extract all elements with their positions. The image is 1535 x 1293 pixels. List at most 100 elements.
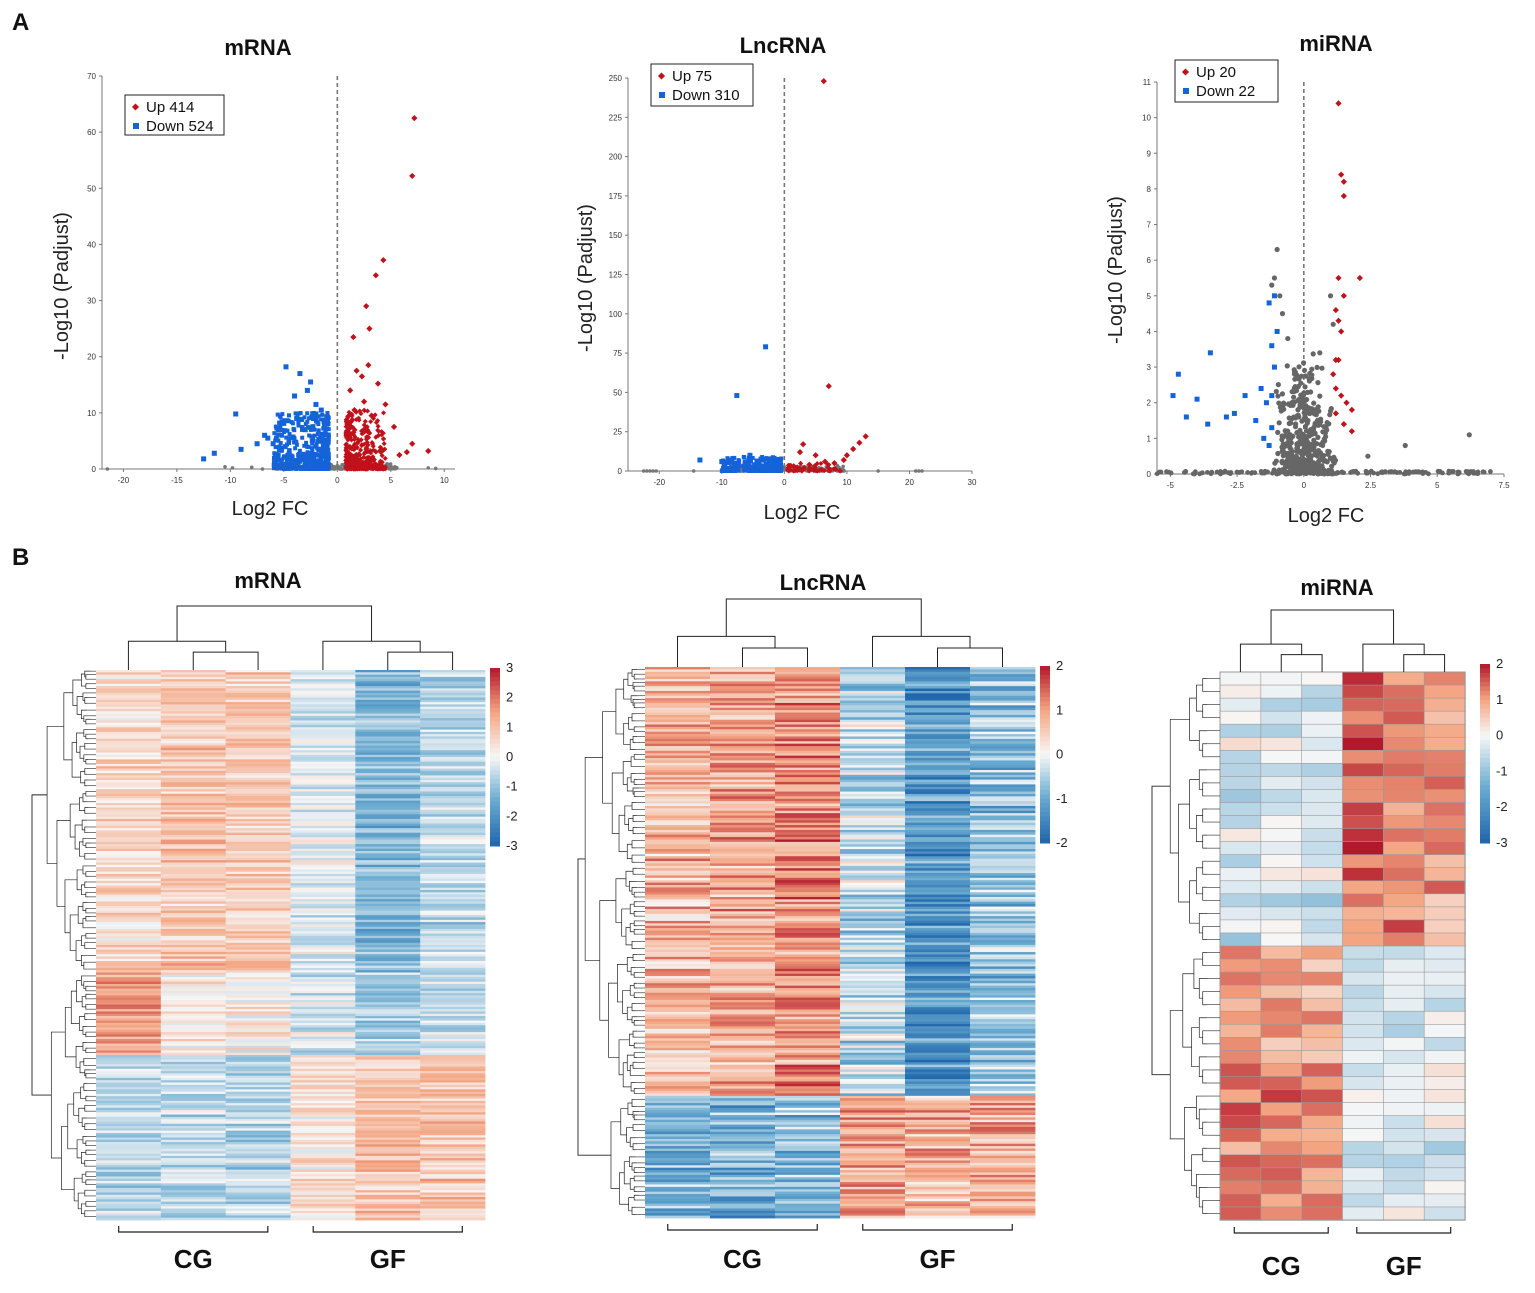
gene-point [1288,420,1294,426]
heatmap-cell [160,690,227,694]
heatmap-cell [355,773,421,776]
heatmap-cell [970,873,1036,876]
heatmap-cell [96,933,162,937]
gene-point [1320,456,1326,462]
heatmap-cell [96,1213,162,1216]
heatmap-cell [160,727,227,730]
heatmap-cell [905,928,971,931]
heatmap-cell [840,875,906,879]
heatmap-cell [355,917,421,921]
heatmap-cell [970,707,1036,711]
heatmap-cell [225,928,291,932]
heatmap-cell [96,809,162,813]
heatmap-cell [225,890,291,893]
heatmap-cell [970,683,1036,687]
gene-point [1282,470,1288,475]
heatmap-cell [290,702,356,705]
heatmap-cell [290,1016,356,1019]
heatmap-cell [645,676,711,680]
heatmap-cell [645,853,711,857]
heatmap-cell [970,925,1036,929]
heatmap-cell [840,690,906,694]
heatmap-cell [775,896,841,900]
heatmap-cell [225,1114,291,1118]
gene-point [1317,350,1323,356]
heatmap-cell [420,1029,486,1033]
heatmap-cell [420,841,486,845]
y-tick-label: 100 [609,310,623,319]
heatmap-cell [420,890,486,893]
heatmap-cell [290,711,356,714]
heatmap-cell [355,983,421,987]
heatmap-cell [225,754,291,758]
heatmap-cell [160,908,227,912]
heatmap-cell [355,851,421,854]
heatmap-cell [160,1107,227,1111]
heatmap-cell [225,757,291,760]
heatmap-cell [840,753,906,757]
heatmap-cell [290,1036,356,1040]
heatmap-cell [905,837,971,840]
heatmap-cell [160,919,227,923]
heatmap-cell [290,1171,356,1175]
heatmap-cell [290,995,356,999]
heatmap-cell [225,1066,291,1070]
heatmap-cell [355,731,421,735]
heatmap-cell [645,705,711,709]
heatmap-cell [225,1126,291,1129]
heatmap-cell [160,1194,227,1198]
heatmap-cell [225,908,291,912]
heatmap-cell [225,738,291,742]
up-point [1356,274,1363,282]
down-point [317,453,322,458]
heatmap-cell [160,734,227,737]
gene-point [1279,448,1285,455]
heatmap-cell [355,1210,421,1214]
gene-point [837,465,841,470]
column-dendrogram-branch [387,651,454,670]
row-dendrogram-branch [81,673,86,687]
heatmap-cell [710,676,776,680]
heatmap-cell [420,954,486,957]
heatmap-cell [160,812,227,815]
heatmap-cell [420,1178,486,1182]
heatmap-cell [96,1197,162,1200]
heatmap-cell [225,1192,291,1196]
heatmap-cell [96,990,162,994]
heatmap-cell [840,688,906,692]
heatmap-cell [355,791,421,795]
heatmap-cell [840,693,906,697]
heatmap-cell [160,1144,227,1148]
heatmap-cell [905,868,971,872]
gene-point [644,469,649,473]
heatmap-cell [160,681,227,685]
heatmap-cell [96,1082,162,1086]
heatmap-cell [355,1066,421,1070]
heatmap-cell [290,1057,356,1060]
heatmap-cell [160,736,227,740]
heatmap-cell [355,864,421,868]
heatmap-cell [160,725,227,728]
heatmap-cell [420,869,486,873]
heatmap-cell [96,681,162,685]
heatmap-cell [710,947,776,951]
heatmap-cell [775,746,841,749]
heatmap-cell [710,669,776,673]
gene-point [1278,408,1284,414]
heatmap-cell [710,825,776,828]
color-scale-step [490,819,500,825]
row-dendrogram-branch [83,1083,88,1091]
down-point [314,411,319,416]
heatmap-cell [710,875,776,879]
heatmap-cell [905,729,971,733]
heatmap-cell [160,940,227,944]
down-point [254,441,260,447]
heatmap-cell [290,942,356,946]
heatmap-cell [420,1100,486,1104]
heatmap-cell [970,832,1036,836]
heatmap-cell [96,832,162,836]
heatmap-cell [160,1215,227,1219]
down-point [310,461,315,466]
heatmap-cell [160,986,227,989]
heatmap-cell [840,762,906,766]
